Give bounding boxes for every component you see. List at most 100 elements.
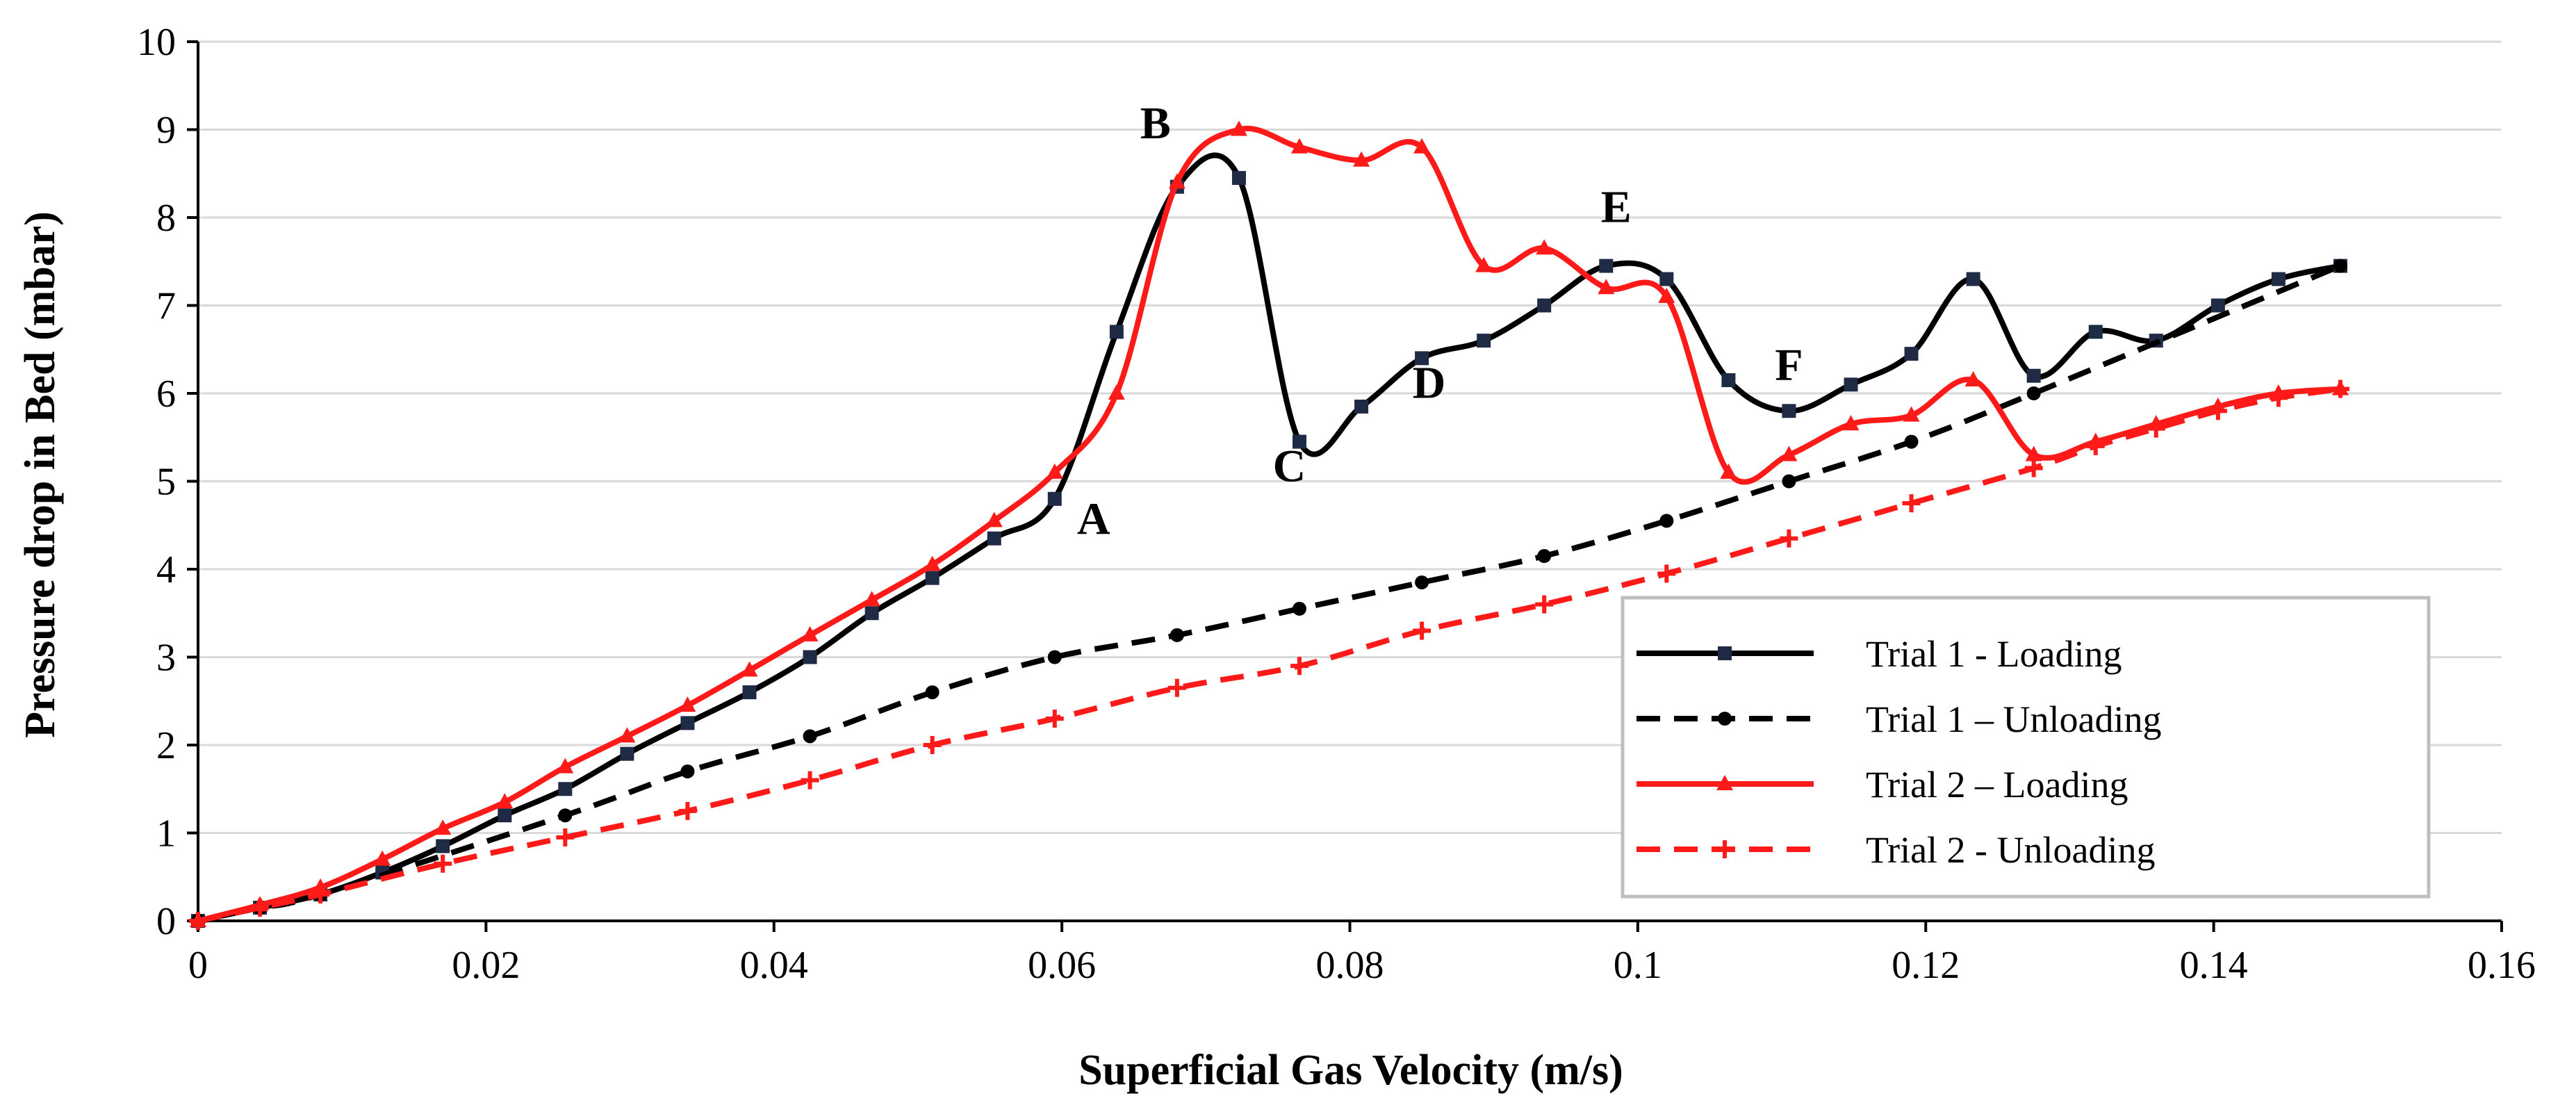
legend-marker (1716, 775, 1733, 790)
data-point (1353, 151, 1370, 167)
data-point (1659, 514, 1674, 528)
x-tick-label: 0.08 (1316, 944, 1384, 987)
data-point (1108, 384, 1125, 400)
data-point (2271, 272, 2286, 286)
x-tick-label: 0.12 (1892, 944, 1960, 987)
data-point (1902, 494, 1921, 513)
data-point (2088, 325, 2103, 339)
data-point (2208, 402, 2227, 420)
annotation-label: D (1413, 357, 1446, 408)
data-point (1231, 171, 1246, 186)
data-point (2026, 386, 2041, 400)
legend-item[interactable]: Trial 2 - Unloading (1636, 829, 2156, 871)
y-axis-title: Pressure drop in Bed (mbar) (17, 211, 64, 738)
data-point (2147, 419, 2165, 438)
legend-item[interactable]: Trial 1 – Unloading (1636, 698, 2162, 740)
x-tick-label: 0.02 (452, 944, 520, 987)
data-point (1292, 434, 1306, 449)
x-tick-label: 0 (188, 944, 208, 987)
data-point (680, 764, 695, 778)
y-tick-label: 9 (156, 109, 176, 152)
y-tick-label: 6 (156, 373, 176, 416)
data-point (1045, 710, 1064, 728)
y-tick-label: 8 (156, 197, 176, 240)
data-point (1598, 279, 1615, 295)
data-point (2333, 259, 2347, 273)
x-axis-title: Superficial Gas Velocity (m/s) (1078, 1047, 1623, 1094)
data-point (2331, 379, 2349, 398)
data-point (1657, 564, 1676, 583)
legend[interactable]: Trial 1 - Loading Trial 1 – Unloading Tria… (1621, 596, 2431, 899)
data-point (557, 758, 574, 774)
data-point (678, 801, 697, 820)
y-tick-label: 7 (156, 285, 176, 328)
data-point (1047, 491, 1062, 506)
annotation-label: F (1775, 340, 1803, 391)
data-point (742, 685, 757, 700)
data-point (1290, 657, 1308, 676)
data-point (1904, 434, 1919, 449)
data-point (1780, 529, 1798, 548)
legend-item[interactable]: Trial 1 - Loading (1636, 633, 2122, 675)
data-point (741, 661, 758, 677)
data-point (558, 782, 573, 796)
series-2 (191, 259, 2347, 928)
data-point (1047, 650, 1062, 664)
data-point (1170, 628, 1184, 642)
x-tick-label: 0.06 (1028, 944, 1096, 987)
data-point (2210, 298, 2225, 313)
data-point (1964, 371, 1982, 387)
data-point (1966, 272, 1980, 286)
data-point (251, 899, 270, 917)
data-point (620, 746, 634, 761)
axes: 0 1 2 3 4 5 6 7 8 9 10 0 0.02 0.04 0.06 0.08 0.1 0.12 0.14… (137, 21, 2536, 987)
data-point (1658, 287, 1675, 303)
data-point (985, 512, 1003, 528)
data-point (2025, 445, 2042, 461)
data-point (923, 736, 942, 754)
data-point (556, 828, 575, 847)
data-point (803, 650, 817, 664)
data-point (1537, 298, 1552, 313)
data-point (1536, 239, 1553, 255)
data-point (1721, 373, 1736, 388)
data-point (189, 912, 207, 930)
data-point (924, 555, 941, 571)
data-point (801, 771, 819, 790)
data-point (1415, 575, 1429, 589)
legend-item[interactable]: Trial 2 – Loading (1636, 764, 2128, 806)
x-tick-label: 0.1 (1614, 944, 1662, 987)
y-tick-label: 10 (137, 21, 176, 64)
data-point (498, 808, 512, 823)
x-tick-label: 0.04 (740, 944, 808, 987)
data-point (1413, 138, 1431, 154)
data-point (1354, 399, 1369, 414)
data-point (1168, 173, 1186, 189)
data-point (1599, 259, 1614, 273)
data-point (925, 685, 940, 700)
data-point (1904, 347, 1919, 361)
data-point (1046, 463, 1063, 479)
data-point (864, 606, 879, 621)
data-point (1415, 351, 1429, 366)
data-point (987, 531, 1001, 546)
data-point (863, 591, 880, 607)
legend-marker (1718, 712, 1732, 726)
data-point (618, 727, 636, 743)
y-tick-label: 2 (156, 724, 176, 767)
series-layer (189, 120, 2349, 930)
legend-marker (1716, 840, 1734, 858)
series-line (197, 263, 2342, 924)
annotation-label: A (1077, 493, 1110, 544)
y-tick-label: 4 (156, 548, 176, 591)
data-point (1109, 325, 1124, 339)
annotation-label: E (1601, 181, 1632, 232)
data-point (1413, 621, 1431, 640)
data-point (1230, 120, 1247, 136)
data-point (2269, 389, 2288, 407)
y-tick-label: 5 (156, 461, 176, 504)
data-point (311, 885, 330, 904)
data-point (1720, 463, 1737, 479)
